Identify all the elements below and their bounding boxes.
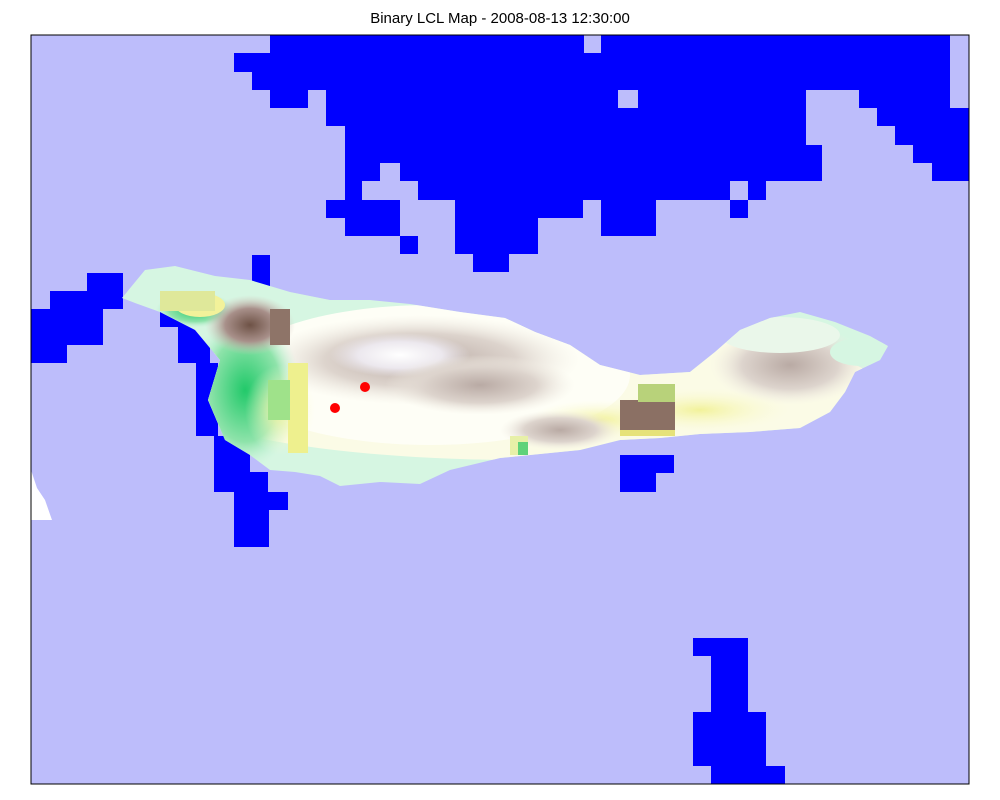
station-marker[interactable] bbox=[330, 403, 340, 413]
white-patch bbox=[31, 470, 52, 520]
map-title: Binary LCL Map - 2008-08-13 12:30:00 bbox=[370, 10, 630, 27]
station-marker[interactable] bbox=[360, 382, 370, 392]
stations bbox=[330, 382, 370, 413]
map-frame bbox=[30, 34, 970, 785]
